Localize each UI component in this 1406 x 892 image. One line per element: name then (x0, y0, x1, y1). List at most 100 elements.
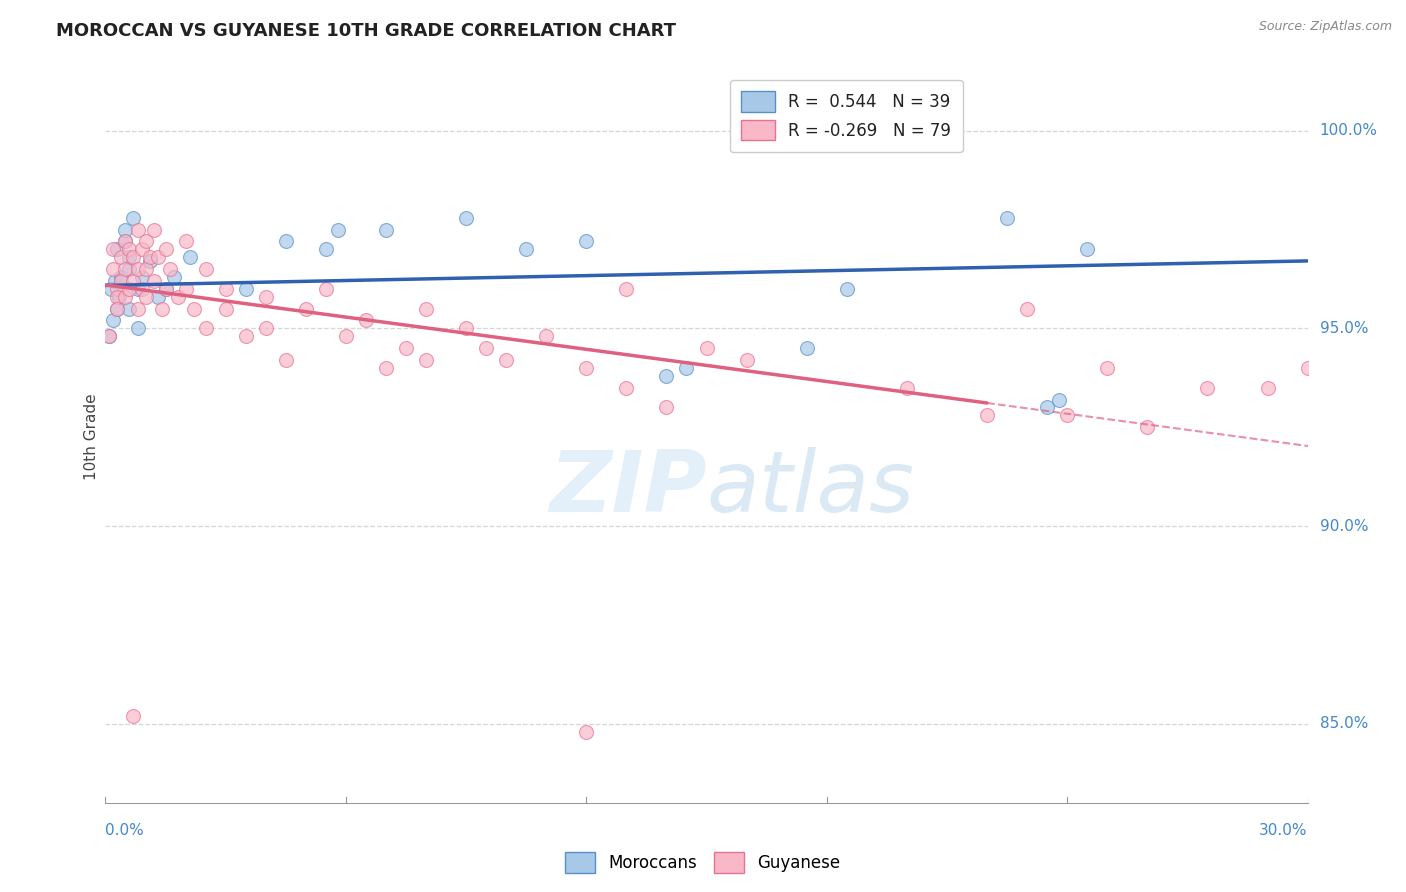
Y-axis label: 10th Grade: 10th Grade (83, 393, 98, 481)
Point (131, 269, 153, 284)
Point (100, 282, 122, 296)
Point (575, 235, 598, 249)
Point (138, 250, 160, 264)
Point (183, 301, 205, 316)
Text: 95.0%: 95.0% (1320, 321, 1368, 336)
Point (174, 282, 197, 296)
Point (194, 321, 217, 335)
Point (254, 321, 277, 335)
Point (107, 242, 129, 256)
Point (515, 242, 537, 256)
Point (127, 301, 149, 316)
Point (110, 269, 132, 284)
Point (114, 235, 136, 249)
Point (103, 313, 125, 327)
Point (1296, 360, 1319, 375)
Point (395, 341, 418, 355)
Point (575, 724, 598, 739)
Point (118, 242, 141, 256)
Point (107, 301, 129, 316)
Point (135, 290, 157, 304)
Point (915, 123, 938, 137)
Point (138, 254, 160, 268)
Point (456, 211, 478, 225)
Point (98, 329, 121, 343)
Point (616, 381, 638, 395)
Point (655, 401, 678, 415)
Point (131, 242, 153, 256)
Point (796, 341, 818, 355)
Point (1047, 392, 1070, 407)
Point (274, 235, 297, 249)
Point (159, 262, 181, 277)
Text: 30.0%: 30.0% (1260, 822, 1308, 838)
Point (155, 282, 177, 296)
Point (235, 282, 257, 296)
Point (162, 269, 184, 284)
Point (315, 282, 337, 296)
Point (146, 250, 169, 264)
Point (1257, 381, 1279, 395)
Point (1076, 242, 1098, 256)
Text: 0.0%: 0.0% (105, 822, 145, 838)
Text: atlas: atlas (707, 447, 914, 530)
Point (174, 235, 197, 249)
Point (326, 222, 349, 236)
Legend: Moroccans, Guyanese: Moroccans, Guyanese (558, 846, 848, 880)
Point (103, 242, 125, 256)
Point (150, 301, 173, 316)
Point (114, 235, 136, 249)
Point (374, 360, 396, 375)
Point (142, 274, 165, 288)
Text: 90.0%: 90.0% (1320, 518, 1368, 533)
Point (131, 282, 153, 296)
Point (114, 290, 136, 304)
Point (1036, 401, 1059, 415)
Point (295, 301, 318, 316)
Point (1056, 409, 1078, 423)
Point (104, 274, 127, 288)
Text: Source: ZipAtlas.com: Source: ZipAtlas.com (1258, 20, 1392, 33)
Point (1097, 360, 1119, 375)
Point (235, 329, 257, 343)
Text: 85.0%: 85.0% (1320, 716, 1368, 731)
Point (122, 708, 145, 723)
Point (456, 321, 478, 335)
Point (98, 329, 121, 343)
Point (108, 290, 131, 304)
Text: 100.0%: 100.0% (1320, 123, 1378, 138)
Point (495, 353, 517, 368)
Point (1136, 420, 1159, 434)
Point (274, 353, 297, 368)
Point (103, 262, 125, 277)
Point (696, 341, 718, 355)
Point (127, 222, 149, 236)
Point (896, 381, 918, 395)
Point (354, 313, 377, 327)
Point (118, 250, 141, 264)
Point (107, 290, 129, 304)
Point (675, 360, 697, 375)
Point (155, 282, 177, 296)
Point (135, 235, 157, 249)
Point (107, 282, 129, 296)
Point (976, 409, 998, 423)
Point (214, 282, 236, 296)
Point (995, 211, 1018, 225)
Point (655, 368, 678, 383)
Point (254, 290, 277, 304)
Point (122, 211, 145, 225)
Point (214, 301, 236, 316)
Point (142, 222, 165, 236)
Point (1197, 381, 1219, 395)
Point (114, 262, 136, 277)
Point (127, 262, 149, 277)
Point (122, 274, 145, 288)
Point (122, 250, 145, 264)
Text: MOROCCAN VS GUYANESE 10TH GRADE CORRELATION CHART: MOROCCAN VS GUYANESE 10TH GRADE CORRELAT… (56, 22, 676, 40)
Point (110, 274, 132, 288)
Point (374, 222, 396, 236)
Point (179, 250, 201, 264)
Point (735, 353, 758, 368)
Point (616, 282, 638, 296)
